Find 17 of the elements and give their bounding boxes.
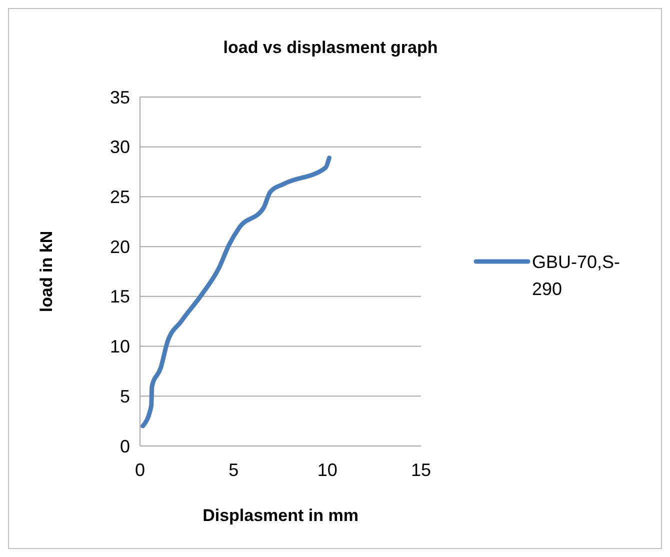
legend-label: GBU-70,S-290 bbox=[532, 252, 620, 299]
y-tick-label: 20 bbox=[110, 236, 130, 257]
y-tick-label: 0 bbox=[120, 436, 130, 456]
x-tick-label: 15 bbox=[410, 460, 432, 480]
y-axis-title: load in kN bbox=[37, 230, 56, 312]
x-tick-label: 5 bbox=[228, 460, 239, 480]
x-tick-label: 10 bbox=[317, 460, 338, 480]
y-tick-label: 35 bbox=[110, 87, 130, 108]
y-tick-label: 15 bbox=[110, 286, 130, 307]
y-tick-label: 5 bbox=[120, 386, 130, 406]
x-axis-title: Displasment in mm bbox=[202, 506, 358, 525]
line-series bbox=[140, 156, 332, 428]
x-tick-label: 0 bbox=[134, 460, 146, 480]
chart-title: load vs displasment graph bbox=[223, 38, 438, 57]
y-tick-label: 10 bbox=[110, 336, 130, 357]
y-tick-label: 30 bbox=[110, 137, 130, 158]
y-tick-label: 25 bbox=[110, 187, 130, 208]
